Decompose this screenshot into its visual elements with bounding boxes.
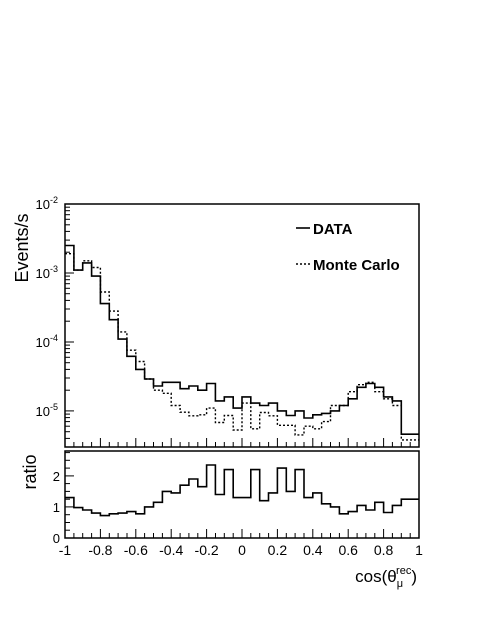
x-tick-label: 1	[415, 542, 423, 558]
top-ticks	[64, 206, 420, 448]
ratio-y-tick-label: 0	[53, 531, 60, 546]
top-panel: 10-210-310-410-5 Events/s DATA Monte Car…	[12, 195, 420, 448]
tick-label-exponent: -3	[50, 264, 58, 274]
ratio-y-tick-labels: 0 1 2	[53, 469, 60, 546]
series-data-line	[65, 244, 419, 435]
x-tick-label: -0.2	[195, 542, 219, 558]
x-tick-label: 0.6	[338, 542, 358, 558]
x-tick-label: 0.8	[374, 542, 394, 558]
tick-label-base: 10	[36, 335, 50, 350]
ratio-plot-frame	[64, 450, 420, 539]
x-axis-label-suffix: )	[411, 567, 417, 586]
top-y-tick-label: 10-2	[36, 195, 58, 212]
ratio-y-axis-label: ratio	[20, 454, 40, 489]
x-tick-label: 0.2	[268, 542, 288, 558]
series-ratio-line	[65, 464, 419, 517]
x-tick-labels: -1 -0.8 -0.6 -0.4 -0.2 0 0.2 0.4 0.6 0.8 1	[59, 542, 423, 558]
series-monte-carlo-line	[65, 253, 419, 441]
x-tick-label: -0.8	[88, 542, 112, 558]
x-axis-label-prefix: cos(θ	[355, 567, 397, 586]
x-tick-label: -1	[59, 542, 72, 558]
tick-label-exponent: -2	[50, 195, 58, 205]
tick-label-exponent: -5	[50, 402, 58, 412]
ratio-y-tick-label: 1	[53, 500, 60, 515]
x-axis-label-sub: μ	[397, 578, 403, 590]
ratio-panel: 0 1 2 ratio -1 -0.8 -0.6 -0.4 -0.2 0 0.2 0.4 0.6 0.…	[20, 450, 423, 590]
tick-label-exponent: -4	[50, 333, 58, 343]
legend-data-label: DATA	[313, 221, 353, 238]
tick-label-base: 10	[36, 266, 50, 281]
x-tick-label: -0.4	[159, 542, 183, 558]
x-axis-label-sup: rec	[396, 565, 412, 577]
legend: DATA Monte Carlo	[296, 221, 400, 274]
tick-label-base: 10	[36, 404, 50, 419]
ratio-y-tick-label: 2	[53, 469, 60, 484]
ratio-ticks	[64, 452, 420, 539]
x-tick-label: 0.4	[303, 542, 323, 558]
top-y-tick-label: 10-3	[36, 264, 58, 281]
legend-monte-carlo-label: Monte Carlo	[313, 257, 400, 274]
x-tick-label: 0	[238, 542, 246, 558]
x-tick-label: -0.6	[124, 542, 148, 558]
top-y-tick-labels: 10-210-310-410-5	[36, 195, 58, 419]
top-y-axis-label: Events/s	[12, 213, 32, 282]
top-y-tick-label: 10-4	[36, 333, 58, 350]
x-axis-label: cos(θμrec)	[355, 565, 417, 590]
tick-label-base: 10	[36, 197, 50, 212]
top-y-tick-label: 10-5	[36, 402, 58, 419]
